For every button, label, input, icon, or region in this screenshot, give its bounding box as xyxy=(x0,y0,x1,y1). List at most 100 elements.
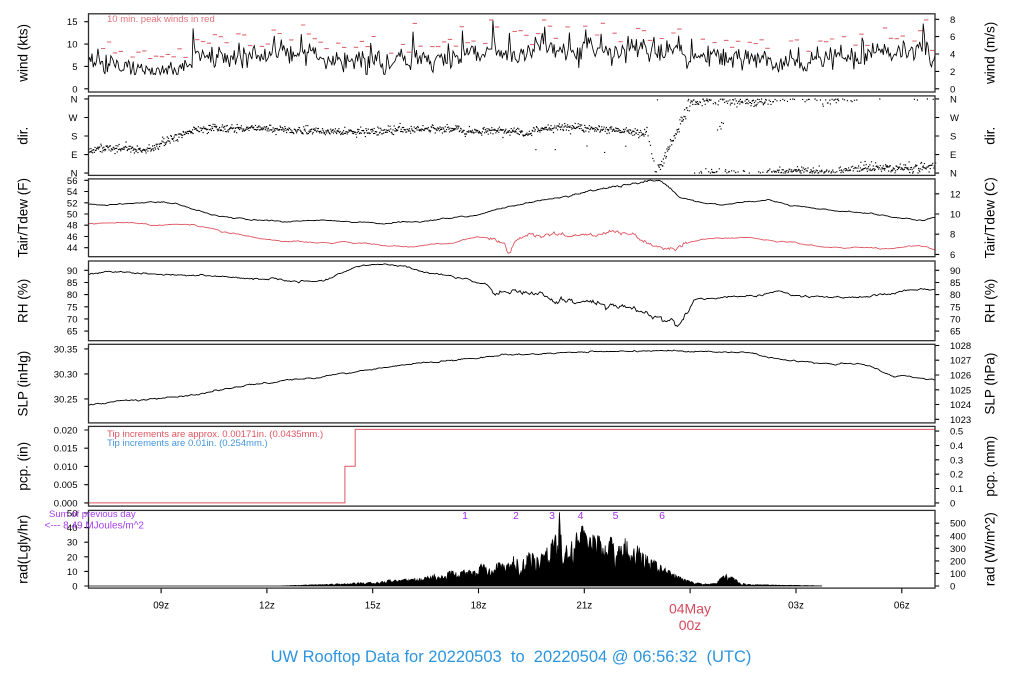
svg-text:W: W xyxy=(950,113,959,124)
svg-text:S: S xyxy=(950,132,956,143)
svg-text:SLP (hPa): SLP (hPa) xyxy=(983,353,998,415)
svg-text:6: 6 xyxy=(950,250,955,261)
svg-text:5: 5 xyxy=(72,62,77,73)
svg-text:90: 90 xyxy=(950,266,961,277)
svg-text:0: 0 xyxy=(72,84,77,95)
svg-text:04May: 04May xyxy=(669,601,711,617)
svg-text:0.5: 0.5 xyxy=(950,427,963,438)
svg-text:N: N xyxy=(71,94,78,105)
svg-text:N: N xyxy=(950,169,957,180)
svg-text:rad(Lgly/hr): rad(Lgly/hr) xyxy=(16,515,31,584)
svg-text:E: E xyxy=(71,150,77,161)
svg-text:1026: 1026 xyxy=(950,371,971,382)
svg-text:06z: 06z xyxy=(894,601,910,612)
svg-text:RH (%): RH (%) xyxy=(16,279,31,323)
svg-text:85: 85 xyxy=(950,278,961,289)
svg-text:0: 0 xyxy=(950,84,955,95)
svg-text:65: 65 xyxy=(67,327,78,338)
svg-text:85: 85 xyxy=(67,278,78,289)
svg-text:09z: 09z xyxy=(153,601,169,612)
svg-text:30.30: 30.30 xyxy=(54,369,78,380)
svg-text:Sum of previous day: Sum of previous day xyxy=(49,509,136,520)
svg-text:30.35: 30.35 xyxy=(54,344,78,355)
svg-text:52: 52 xyxy=(67,198,78,209)
svg-text:0.000: 0.000 xyxy=(54,498,78,509)
svg-text:90: 90 xyxy=(67,266,78,277)
svg-text:1025: 1025 xyxy=(950,385,971,396)
svg-text:1: 1 xyxy=(462,510,468,522)
svg-text:1027: 1027 xyxy=(950,356,971,367)
svg-text:44: 44 xyxy=(67,243,78,254)
svg-text:75: 75 xyxy=(950,302,961,313)
svg-text:100: 100 xyxy=(950,569,966,580)
svg-text:80: 80 xyxy=(67,290,78,301)
svg-text:pcp. (mm): pcp. (mm) xyxy=(983,436,998,497)
svg-text:400: 400 xyxy=(950,531,966,542)
svg-text:UW Rooftop Data for 20220503: UW Rooftop Data for 20220503 to 20220504… xyxy=(271,648,752,666)
svg-text:00z: 00z xyxy=(679,617,702,633)
svg-text:2: 2 xyxy=(950,67,955,78)
svg-text:6: 6 xyxy=(950,32,955,43)
svg-text:RH (%): RH (%) xyxy=(983,279,998,323)
svg-text:15z: 15z xyxy=(365,601,381,612)
svg-text:46: 46 xyxy=(67,232,78,243)
svg-text:12: 12 xyxy=(950,189,961,200)
svg-text:0.3: 0.3 xyxy=(950,455,963,466)
svg-text:10: 10 xyxy=(950,210,961,221)
svg-text:<--- 8.49 MJoules/m^2: <--- 8.49 MJoules/m^2 xyxy=(45,521,145,532)
svg-text:1028: 1028 xyxy=(950,341,971,352)
svg-text:56: 56 xyxy=(67,176,78,187)
svg-text:40: 40 xyxy=(67,523,78,534)
svg-text:10: 10 xyxy=(67,567,78,578)
svg-text:0.005: 0.005 xyxy=(54,480,78,491)
svg-text:dir.: dir. xyxy=(983,127,998,145)
svg-text:0: 0 xyxy=(950,582,955,593)
svg-text:N: N xyxy=(71,169,78,180)
svg-text:2: 2 xyxy=(513,510,519,522)
svg-text:rad (W/m^2): rad (W/m^2) xyxy=(983,512,998,586)
svg-text:5: 5 xyxy=(613,510,619,522)
svg-text:0.2: 0.2 xyxy=(950,470,963,481)
svg-text:0: 0 xyxy=(950,498,955,509)
svg-text:4: 4 xyxy=(578,510,584,522)
svg-text:W: W xyxy=(69,113,78,124)
svg-text:SLP (inHg): SLP (inHg) xyxy=(16,351,31,417)
svg-text:E: E xyxy=(950,150,956,161)
svg-text:0.020: 0.020 xyxy=(54,426,78,437)
svg-text:10 min. peak winds in red: 10 min. peak winds in red xyxy=(107,14,215,25)
svg-text:pcp. (in): pcp. (in) xyxy=(16,442,31,491)
svg-text:200: 200 xyxy=(950,556,966,567)
svg-text:50: 50 xyxy=(67,509,78,520)
svg-text:dir.: dir. xyxy=(16,127,31,145)
svg-text:21z: 21z xyxy=(576,601,592,612)
svg-text:6: 6 xyxy=(659,510,665,522)
svg-text:1024: 1024 xyxy=(950,400,971,411)
svg-text:Tair/Tdew (F): Tair/Tdew (F) xyxy=(16,178,31,258)
svg-text:75: 75 xyxy=(67,302,78,313)
svg-text:03z: 03z xyxy=(788,601,804,612)
svg-text:50: 50 xyxy=(67,210,78,221)
svg-text:Tair/Tdew (C): Tair/Tdew (C) xyxy=(983,177,998,258)
svg-text:15: 15 xyxy=(67,17,78,28)
svg-text:12z: 12z xyxy=(259,601,275,612)
svg-text:30: 30 xyxy=(67,538,78,549)
svg-text:10: 10 xyxy=(67,40,78,51)
svg-text:Tip increments are approx. 0.0: Tip increments are approx. 0.00171in. (0… xyxy=(107,429,323,440)
svg-text:300: 300 xyxy=(950,544,966,555)
svg-text:20: 20 xyxy=(67,552,78,563)
svg-text:3: 3 xyxy=(549,510,555,522)
svg-text:18z: 18z xyxy=(471,601,487,612)
svg-text:Tip increments are 0.01in. (0.: Tip increments are 0.01in. (0.254mm.) xyxy=(107,438,268,449)
svg-text:wind (kts): wind (kts) xyxy=(16,24,31,83)
svg-text:0.010: 0.010 xyxy=(54,462,78,473)
svg-text:8: 8 xyxy=(950,230,955,241)
svg-text:S: S xyxy=(71,132,77,143)
svg-text:0: 0 xyxy=(72,582,77,593)
svg-text:0.4: 0.4 xyxy=(950,441,963,452)
svg-text:wind (m/s): wind (m/s) xyxy=(983,22,998,85)
svg-text:0.015: 0.015 xyxy=(54,444,78,455)
svg-text:8: 8 xyxy=(950,15,955,26)
svg-text:1023: 1023 xyxy=(950,415,971,426)
svg-text:0.1: 0.1 xyxy=(950,484,963,495)
svg-text:80: 80 xyxy=(950,290,961,301)
